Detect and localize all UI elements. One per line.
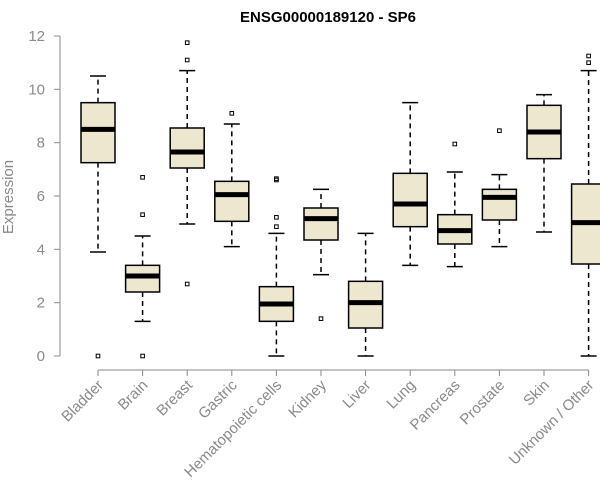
iqr-box — [80, 101, 116, 164]
outlier-point — [274, 224, 279, 229]
iqr-box — [124, 264, 161, 293]
box-prostate — [481, 128, 518, 248]
x-tick-label: Unknown / Other — [506, 377, 598, 469]
x-tick-label: Breast — [153, 376, 196, 419]
box-lung — [392, 101, 428, 267]
y-tick-label: 10 — [28, 81, 45, 98]
outlier-point — [140, 175, 145, 180]
box-gastric — [214, 111, 250, 248]
box-bladder — [80, 75, 116, 359]
outlier-point — [140, 353, 145, 359]
x-tick-label: Lung — [383, 377, 419, 413]
outlier-point — [497, 128, 502, 133]
box-skin — [526, 93, 562, 233]
x-tick-label: Skin — [520, 377, 553, 410]
outlier-point — [586, 53, 591, 59]
x-tick-label: Liver — [339, 377, 374, 412]
x-tick-label: Kidney — [285, 376, 330, 421]
iqr-box — [214, 180, 250, 223]
y-tick-label: 8 — [37, 135, 45, 152]
outlier-point — [318, 316, 324, 321]
outlier-point — [184, 281, 190, 287]
y-tick-label: 0 — [37, 348, 45, 365]
box-hematopoietic-cells — [258, 176, 295, 357]
outlier-point — [140, 212, 145, 217]
x-tick-label: Bladder — [58, 377, 107, 426]
outlier-point — [452, 141, 458, 147]
x-tick-label: Prostate — [457, 377, 509, 429]
box-kidney — [303, 188, 339, 321]
outlier-point — [274, 176, 279, 181]
outlier-point — [95, 353, 101, 359]
outlier-point — [184, 40, 190, 45]
boxes-group — [80, 40, 600, 359]
box-breast — [169, 40, 205, 287]
box-liver — [347, 232, 384, 357]
outlier-point — [184, 57, 190, 63]
iqr-box — [392, 172, 428, 228]
y-tick-label: 4 — [37, 241, 45, 258]
y-axis-label: Expression — [0, 160, 17, 234]
y-tick-label: 6 — [37, 188, 45, 205]
box-unknown-other — [570, 53, 600, 357]
iqr-box — [169, 127, 205, 169]
box-pancreas — [437, 141, 473, 268]
chart-title: ENSG00000189120 - SP6 — [240, 9, 416, 26]
y-tick-label: 12 — [28, 28, 45, 45]
outlier-point — [586, 60, 591, 65]
box-brain — [124, 175, 161, 359]
outlier-point — [274, 215, 279, 220]
iqr-box — [481, 188, 518, 221]
y-tick-label: 2 — [37, 295, 45, 312]
outlier-point — [229, 111, 235, 116]
x-tick-label: Brain — [115, 377, 152, 414]
iqr-box — [303, 207, 339, 241]
